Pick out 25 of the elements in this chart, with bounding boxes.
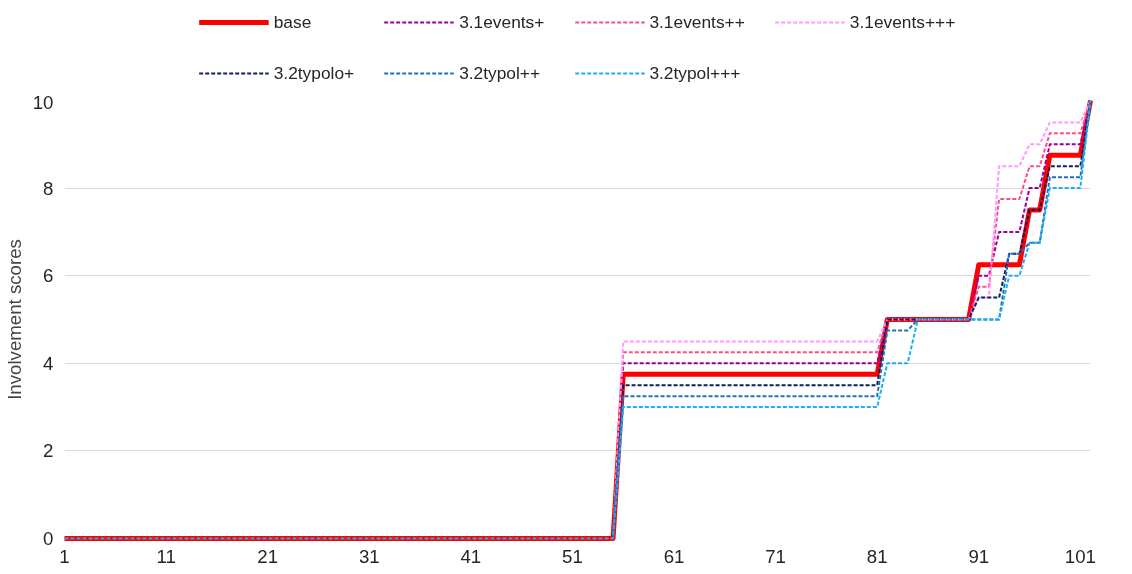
x-tick-label: 101 <box>1064 545 1096 567</box>
x-tick-label: 81 <box>866 545 888 567</box>
x-tick-label: 21 <box>257 545 279 567</box>
y-axis-title: Involvement scores <box>3 239 25 400</box>
x-tick-label: 71 <box>765 545 786 567</box>
y-tick-label: 4 <box>43 352 54 374</box>
legend-label: 3.2typol++ <box>459 62 541 84</box>
x-tick-label: 61 <box>663 545 685 567</box>
legend-label: 3.1events+++ <box>849 11 956 33</box>
legend-label: 3.1events++ <box>649 11 745 33</box>
x-tick-label: 91 <box>968 545 990 567</box>
x-tick-label: 51 <box>562 545 583 567</box>
legend-label: 3.2typol+++ <box>649 62 741 84</box>
x-tick-label: 41 <box>460 545 482 567</box>
y-tick-label: 10 <box>32 91 54 113</box>
legend-label: 3.1events+ <box>459 11 545 33</box>
x-tick-label: 11 <box>156 545 176 567</box>
y-tick-label: 2 <box>43 440 54 462</box>
y-tick-label: 8 <box>43 177 54 199</box>
x-tick-label: 1 <box>59 545 70 567</box>
x-tick-label: 31 <box>358 545 380 567</box>
y-tick-label: 6 <box>43 265 54 287</box>
legend-label: 3.2typolo+ <box>273 62 355 84</box>
y-tick-label: 0 <box>43 528 54 549</box>
legend-label: base <box>273 11 312 33</box>
